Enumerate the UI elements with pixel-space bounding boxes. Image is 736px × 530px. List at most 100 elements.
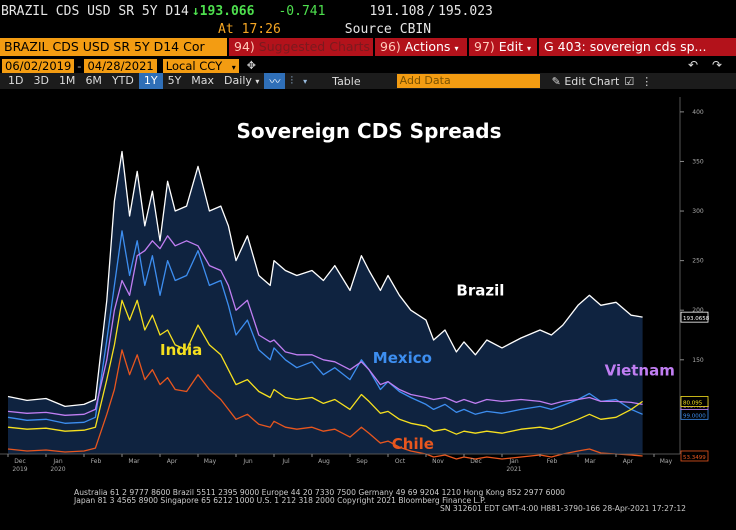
chart-title: Sovereign CDS Spreads xyxy=(236,119,501,143)
period-1y[interactable]: 1Y xyxy=(138,73,163,89)
start-date-input[interactable]: 06/02/2019 xyxy=(2,58,75,73)
series-label-chile: Chile xyxy=(392,435,434,453)
x-year-label: 2021 xyxy=(506,466,521,473)
series-label-vietnam: Vietnam xyxy=(605,362,675,380)
actions-label: Actions xyxy=(404,39,451,54)
quote-time: 17:26 xyxy=(241,21,281,37)
edit-menu-button[interactable]: 97) Edit ▾ xyxy=(469,38,537,56)
y-tick-label: 350 xyxy=(692,158,704,165)
actions-menu-button[interactable]: 96) Actions ▾ xyxy=(375,38,467,56)
period-3d[interactable]: 3D xyxy=(33,74,49,87)
more-icon[interactable]: ⋮ xyxy=(641,74,653,88)
period-5y[interactable]: 5Y xyxy=(167,74,182,87)
date-range-row: 06/02/2019 - 04/28/2021 Local CCY ▾ ✥ xyxy=(0,58,256,73)
quote-time-label: At xyxy=(218,21,234,37)
period-1m[interactable]: 1M xyxy=(58,74,76,87)
series-line-vietnam xyxy=(7,235,643,416)
series-label-india: India xyxy=(160,341,202,359)
x-tick-label: Mar xyxy=(584,458,596,465)
quote-ticker: BRAZIL CDS USD SR 5Y D14 xyxy=(1,3,189,19)
currency-label: Local CCY xyxy=(165,58,223,73)
x-tick-label: Apr xyxy=(167,458,178,465)
x-tick-label: Feb xyxy=(91,458,102,465)
x-year-label: 2019 xyxy=(12,466,27,473)
last-value-tag-india xyxy=(680,396,709,407)
series-line-india xyxy=(7,299,643,435)
frequency-dropdown[interactable]: Daily ▾ xyxy=(219,73,264,89)
period-6m[interactable]: 6M xyxy=(85,74,102,87)
last-value-text-brazil: 193.0658 xyxy=(683,316,710,322)
quote-subheader: At 17:26 Source CBIN xyxy=(0,19,431,39)
footer: Australia 61 2 9777 8600 Brazil 5511 239… xyxy=(0,487,736,530)
x-axis-ticks: Dec Jan Feb Mar Apr May Jun Jul Aug Sep Oct Nov Dec J… xyxy=(7,454,673,473)
crosshair-icon[interactable]: ✥ xyxy=(246,59,256,72)
quote-source-label: Source xyxy=(344,21,392,37)
edit-chart-button[interactable]: ✎ Edit Chart xyxy=(552,75,620,88)
suggested-charts-number: 94) xyxy=(234,39,255,54)
down-arrow-icon: ↓ xyxy=(191,3,200,19)
date-range-separator: - xyxy=(77,58,82,73)
chart-title-field[interactable]: G 403: sovereign cds sp... xyxy=(539,38,736,56)
add-data-input[interactable]: Add Data xyxy=(396,74,540,88)
quote-source: CBIN xyxy=(399,21,432,37)
last-value-text-chile: 53.3499 xyxy=(683,455,706,461)
series-label-brazil: Brazil xyxy=(456,281,504,299)
x-tick-label: Jan xyxy=(52,458,62,465)
frequency-label: Daily xyxy=(224,74,252,87)
edit-number: 97) xyxy=(474,39,495,54)
period-max[interactable]: Max xyxy=(191,74,215,87)
period-ytd[interactable]: YTD xyxy=(111,74,134,87)
series-line-chile xyxy=(7,349,643,460)
series-labels: Brazil Mexico Vietnam India Chile xyxy=(160,281,675,453)
series-lines xyxy=(7,150,643,460)
table-button[interactable]: Table xyxy=(332,74,361,88)
quote-change: -0.741 xyxy=(278,3,326,19)
x-tick-label: Apr xyxy=(623,458,634,465)
x-tick-label: Dec xyxy=(470,458,482,465)
y-tick-label: 150 xyxy=(692,357,704,364)
x-tick-label: Dec xyxy=(14,458,26,465)
cds-spread-chart[interactable]: 100150200250300350400 DecJanFebMarAprMay… xyxy=(0,89,736,487)
x-tick-label: Aug xyxy=(318,458,330,465)
x-tick-label: Mar xyxy=(128,458,140,465)
period-1d[interactable]: 1D xyxy=(8,74,24,87)
series-line-brazil xyxy=(7,150,643,408)
last-value-tag-brazil xyxy=(680,311,709,323)
last-value-text-india: 80.095 xyxy=(683,400,703,406)
x-tick-label: Jan xyxy=(508,458,518,465)
end-date-input[interactable]: 04/28/2021 xyxy=(84,58,157,73)
x-tick-label: Oct xyxy=(395,458,406,465)
ticker-field[interactable]: BRAZIL CDS USD SR 5Y D14 Cor xyxy=(0,38,227,56)
redo-icon[interactable]: ↷ xyxy=(712,58,723,72)
quote-header: BRAZIL CDS USD SR 5Y D14 ↓ 193.066 -0.74… xyxy=(0,1,493,21)
edit-chart-label: Edit Chart xyxy=(564,74,620,88)
caret-down-icon: ▾ xyxy=(526,44,531,53)
line-chart-icon[interactable]: 〰 xyxy=(264,73,286,89)
series-label-mexico: Mexico xyxy=(373,349,432,367)
footer-session-line: SN 312601 EDT GMT-4:00 H881-3790-166 28-… xyxy=(440,504,686,513)
caret-down-icon: ▾ xyxy=(454,44,459,53)
suggested-charts-button[interactable]: 94) Suggested Charts xyxy=(229,38,373,56)
series-line-mexico xyxy=(7,230,643,424)
x-tick-label: Jul xyxy=(281,458,290,465)
quote-bid: 191.108 xyxy=(369,3,425,19)
last-value-text-mexico: 99.0000 xyxy=(683,413,706,419)
last-value-tag-chile xyxy=(680,450,709,462)
y-tick-label: 200 xyxy=(692,307,704,314)
footer-contacts-line: Australia 61 2 9777 8600 Brazil 5511 239… xyxy=(74,488,565,497)
edit-label: Edit xyxy=(498,39,523,54)
y-tick-label: 400 xyxy=(692,109,704,116)
settings-icon[interactable]: ☑ xyxy=(624,74,635,88)
undo-icon[interactable]: ↶ xyxy=(688,58,699,72)
caret-down-icon: ▾ xyxy=(255,77,260,86)
command-toolbar: BRAZIL CDS USD SR 5Y D14 Cor 94) Suggest… xyxy=(0,38,736,56)
bar-chart-icon[interactable]: ⫶ xyxy=(290,74,294,87)
bid-ask-separator: / xyxy=(427,3,436,19)
x-tick-label: Feb xyxy=(547,458,558,465)
quote-ask: 195.023 xyxy=(438,3,493,19)
currency-dropdown[interactable]: Local CCY ▾ xyxy=(162,58,239,73)
pencil-icon: ✎ xyxy=(551,74,561,88)
chart-type-caret-icon[interactable]: ▾ xyxy=(303,76,308,86)
x-year-label: 2020 xyxy=(50,466,65,473)
